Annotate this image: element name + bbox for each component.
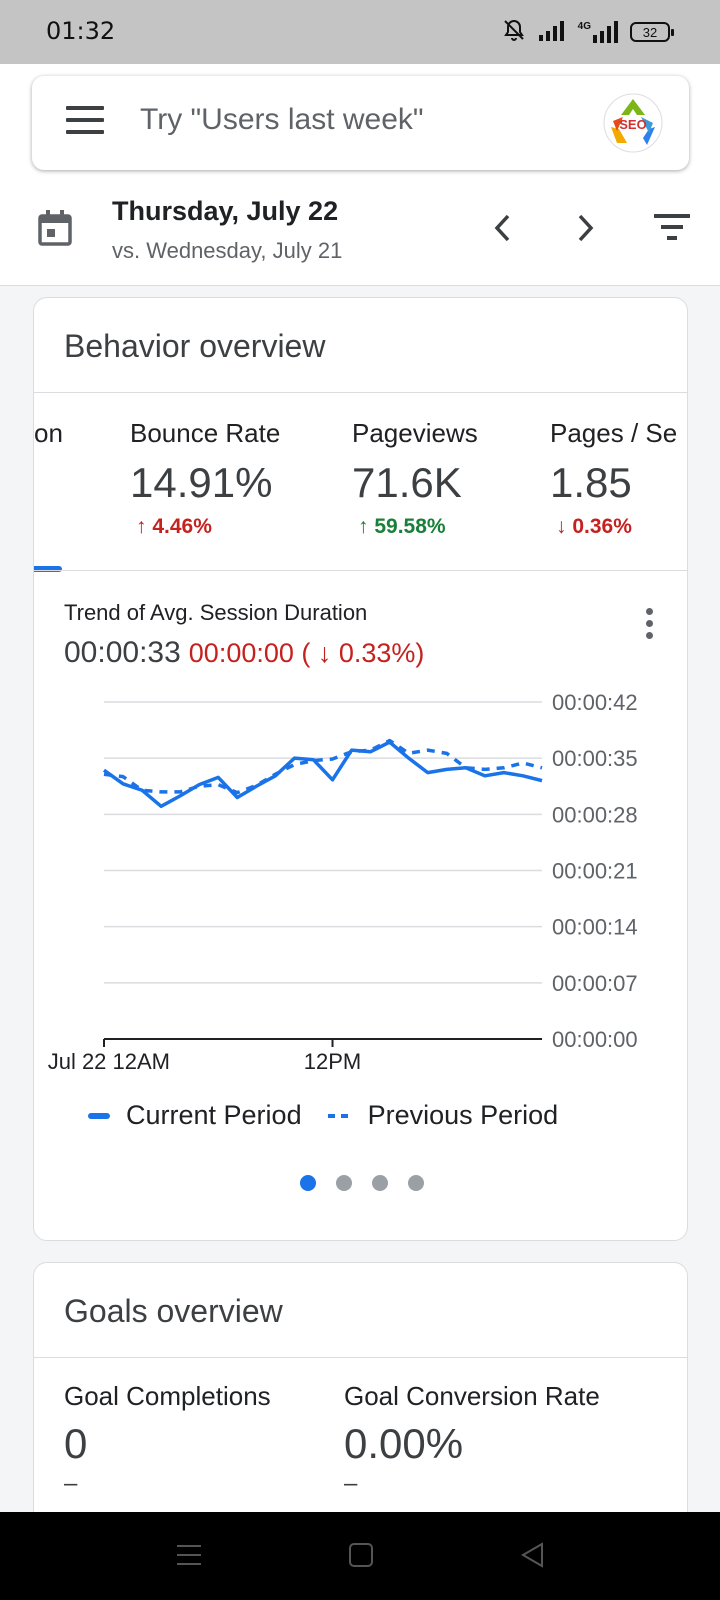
card-title: Behavior overview [64,328,326,364]
status-bar: 01:32 4G 32 [0,0,720,64]
back-icon[interactable] [520,1542,546,1573]
metric-change: ↓ 0.36% [556,515,632,538]
network-type: 4G [577,21,591,32]
divider [34,392,687,393]
x-tick-label: 12PM [304,1049,361,1074]
home-icon[interactable] [348,1542,374,1573]
metric-change: ↑ 4.46% [136,515,212,538]
chevron-left-icon[interactable] [488,210,518,246]
series-line-previous [103,738,543,795]
card-title: Goals overview [64,1293,283,1329]
system-navigation-bar [0,1512,720,1600]
metric-value: 14.91% [130,459,273,506]
metric-change: – [64,1470,78,1497]
calendar-icon[interactable] [38,210,72,251]
legend-label: Previous Period [367,1100,559,1130]
metric-label: Bounce Rate [130,418,281,448]
status-time: 01:32 [46,17,116,45]
x-tick-label: Jul 22 12AM [48,1049,170,1074]
divider [34,570,687,571]
status-icons: 4G 32 [502,18,674,47]
series-line-current [102,740,543,809]
avatar-text: SEO [619,117,646,132]
app-header: Try "Users last week" SEO Thursday, July… [0,64,720,286]
metric-change: – [344,1470,358,1497]
metric-value: 71.6K [352,459,462,506]
chevron-right-icon[interactable] [570,210,600,246]
behavior-overview-card: Behavior overview on Bounce Rate 14.91% … [33,297,688,1241]
metric-pageviews[interactable]: Pageviews 71.6K ↑ 59.58% [352,418,478,539]
search-bar[interactable]: Try "Users last week" SEO [32,76,689,170]
4g-signal-icon: 4G [578,21,618,43]
metric-label: Pages / Se [550,418,678,448]
search-input[interactable]: Try "Users last week" [140,103,424,136]
y-tick-label: 00:00:28 [552,802,638,827]
date-compare[interactable]: vs. Wednesday, July 21 [112,238,343,263]
y-tick-label: 00:00:00 [552,1027,638,1052]
battery-level: 32 [642,24,658,40]
page-dot[interactable] [371,1175,388,1191]
divider [34,1357,687,1358]
selected-metric-indicator [34,566,62,572]
trend-current-value: 00:00:33 [64,636,181,669]
legend-label: Current Period [126,1100,302,1130]
y-tick-label: 00:00:21 [552,859,638,884]
y-tick-label: 00:00:07 [552,971,638,996]
legend-current: Current Period [88,1100,302,1131]
metric-value: 0.00% [344,1420,464,1467]
metric-change: ↑ 59.58% [358,515,446,538]
trend-line-chart: 00:00:42 00:00:35 00:00:28 00:00:21 00:00:14… [48,690,638,1074]
trend-title: Trend of Avg. Session Duration [64,600,368,625]
date-selected[interactable]: Thursday, July 22 [112,196,339,226]
metric-value: 1.85 [550,459,632,506]
avatar[interactable]: SEO [603,93,663,153]
page-dot[interactable] [299,1175,316,1191]
metric-label: Pageviews [352,418,478,448]
chart-legend: Current Period Previous Period [88,1100,584,1131]
metric-label: on [34,418,63,448]
trend-diff-value: 00:00:00 ( ↓ 0.33%) [188,638,425,668]
mute-bell-icon [502,18,526,47]
y-tick-label: 00:00:42 [552,690,638,715]
y-tick-label: 00:00:14 [552,915,638,940]
more-options-icon[interactable] [643,608,655,642]
y-tick-label: 00:00:35 [552,746,638,771]
metric-goal-completions[interactable]: Goal Completions 0 – [64,1381,271,1498]
filter-icon[interactable] [652,212,692,244]
battery-icon: 32 [630,22,674,42]
date-range-row: Thursday, July 22 vs. Wednesday, July 21 [0,194,720,274]
menu-icon[interactable] [176,1542,202,1573]
metric-label: Goal Completions [64,1381,271,1411]
hamburger-menu-icon[interactable] [66,106,106,140]
metric-pages-per-session[interactable]: Pages / Se 1.85 ↓ 0.36% [550,418,677,539]
pagination-dots [34,1175,687,1191]
dashed-line-icon [327,1113,350,1118]
page-dot[interactable] [407,1175,424,1191]
metric-avg-session-duration[interactable]: on [34,418,63,449]
legend-previous: Previous Period [327,1100,559,1131]
metric-goal-conversion-rate[interactable]: Goal Conversion Rate 0.00% – [344,1381,600,1498]
solid-line-icon [88,1112,110,1119]
signal-icon [538,19,566,46]
metric-bounce-rate[interactable]: Bounce Rate 14.91% ↑ 4.46% [130,418,280,539]
metric-value: 0 [64,1420,88,1467]
page-dot[interactable] [335,1175,352,1191]
metric-label: Goal Conversion Rate [344,1381,600,1411]
trend-value-row: 00:00:33 00:00:00 ( ↓ 0.33%) [64,636,424,670]
